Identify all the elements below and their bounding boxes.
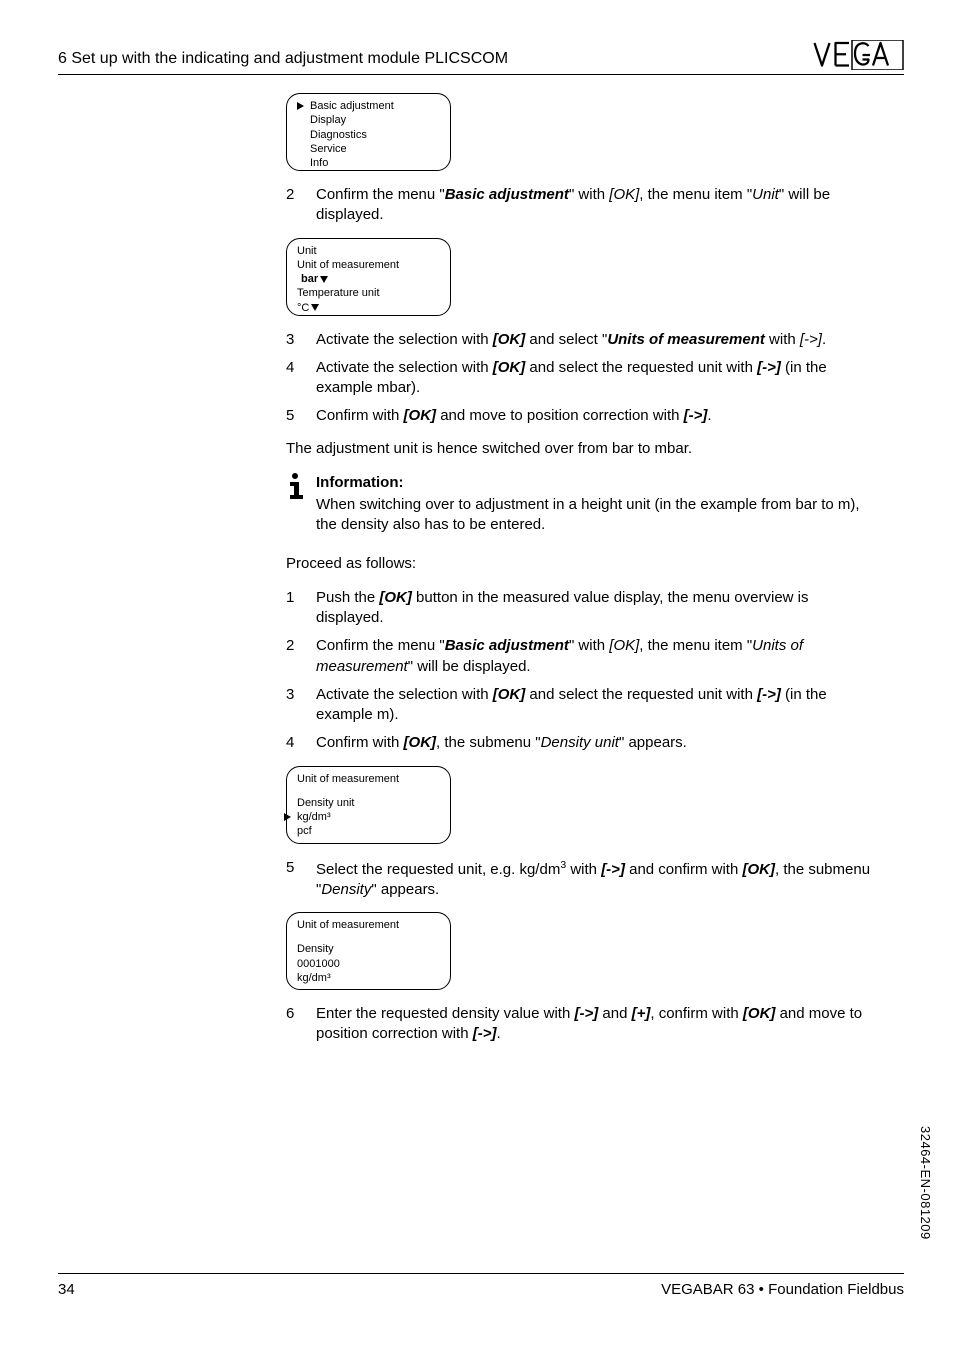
- step-item: 6Enter the requested density value with …: [286, 1004, 878, 1045]
- step-list: 1Push the [OK] button in the measured va…: [286, 588, 878, 754]
- step-item: 2Confirm the menu "Basic adjustment" wit…: [286, 636, 878, 677]
- step-item: 5Confirm with [OK] and move to position …: [286, 406, 878, 426]
- screen-unit: kg/dm³: [297, 971, 440, 985]
- screen-value: °C: [297, 302, 309, 314]
- info-note: Information: When switching over to adju…: [286, 473, 878, 536]
- info-icon: [286, 473, 316, 536]
- doc-title: VEGABAR 63 • Foundation Fieldbus: [661, 1280, 904, 1300]
- step-text: Activate the selection with [OK] and sel…: [316, 330, 878, 350]
- step-text: Confirm with [OK], the submenu "Density …: [316, 733, 878, 753]
- step-number: 3: [286, 685, 316, 726]
- step-item: 3Activate the selection with [OK] and se…: [286, 330, 878, 350]
- step-number: 2: [286, 185, 316, 226]
- menu-item: Display: [297, 113, 440, 127]
- screen-label: Density: [297, 942, 440, 956]
- step-number: 3: [286, 330, 316, 350]
- step-number: 2: [286, 636, 316, 677]
- step-text: Enter the requested density value with […: [316, 1004, 878, 1045]
- brand-logo: [812, 40, 904, 70]
- screen-value: 0001000: [297, 957, 440, 971]
- step-list: 6Enter the requested density value with …: [286, 1004, 878, 1045]
- menu-item: Info: [297, 156, 440, 170]
- menu-item: Service: [297, 142, 440, 156]
- step-text: Push the [OK] button in the measured val…: [316, 588, 878, 629]
- chevron-down-icon: [311, 304, 319, 311]
- step-text: Confirm the menu "Basic adjustment" with…: [316, 185, 878, 226]
- menu-item: Diagnostics: [297, 128, 440, 142]
- cursor-icon: [297, 102, 304, 110]
- paragraph: Proceed as follows:: [286, 554, 878, 574]
- info-title: Information:: [316, 473, 878, 493]
- page-header: 6 Set up with the indicating and adjustm…: [58, 40, 904, 75]
- lcd-density-unit: Unit of measurement Density unit kg/dm³ …: [286, 766, 451, 844]
- step-text: Activate the selection with [OK] and sel…: [316, 685, 878, 726]
- screen-title: Unit: [297, 244, 440, 258]
- screen-option: pcf: [297, 824, 440, 838]
- step-list: 2Confirm the menu "Basic adjustment" wit…: [286, 185, 878, 226]
- step-number: 4: [286, 733, 316, 753]
- step-item: 4Confirm with [OK], the submenu "Density…: [286, 733, 878, 753]
- step-list: 3Activate the selection with [OK] and se…: [286, 330, 878, 427]
- screen-title: Unit of measurement: [297, 918, 440, 932]
- lcd-density: Unit of measurement Density 0001000 kg/d…: [286, 912, 451, 990]
- screen-option: kg/dm³: [297, 810, 331, 824]
- section-title: 6 Set up with the indicating and adjustm…: [58, 48, 508, 70]
- step-list: 5Select the requested unit, e.g. kg/dm3 …: [286, 858, 878, 901]
- step-item: 2Confirm the menu "Basic adjustment" wit…: [286, 185, 878, 226]
- paragraph: The adjustment unit is hence switched ov…: [286, 439, 878, 459]
- step-number: 5: [286, 858, 316, 901]
- page-number: 34: [58, 1280, 75, 1300]
- doc-id-vertical: 32464-EN-081209: [916, 1126, 934, 1240]
- screen-title: Unit of measurement: [297, 772, 440, 786]
- screen-label: Density unit: [297, 796, 440, 810]
- cursor-icon: [284, 813, 291, 821]
- step-number: 5: [286, 406, 316, 426]
- step-item: 5Select the requested unit, e.g. kg/dm3 …: [286, 858, 878, 901]
- step-number: 1: [286, 588, 316, 629]
- page-footer: 34 VEGABAR 63 • Foundation Fieldbus: [58, 1273, 904, 1300]
- lcd-main-menu: Basic adjustment Display Diagnostics Ser…: [286, 93, 451, 171]
- info-body: When switching over to adjustment in a h…: [316, 495, 878, 536]
- step-item: 4Activate the selection with [OK] and se…: [286, 358, 878, 399]
- step-item: 3Activate the selection with [OK] and se…: [286, 685, 878, 726]
- step-number: 4: [286, 358, 316, 399]
- menu-item: Basic adjustment: [310, 99, 394, 113]
- screen-line: Unit of measurement: [297, 258, 440, 272]
- step-text: Confirm with [OK] and move to position c…: [316, 406, 878, 426]
- step-item: 1Push the [OK] button in the measured va…: [286, 588, 878, 629]
- screen-line: Temperature unit: [297, 286, 440, 300]
- screen-value: bar: [301, 273, 318, 285]
- step-text: Confirm the menu "Basic adjustment" with…: [316, 636, 878, 677]
- chevron-down-icon: [320, 276, 328, 283]
- lcd-unit-menu: Unit Unit of measurement bar Temperature…: [286, 238, 451, 316]
- step-text: Select the requested unit, e.g. kg/dm3 w…: [316, 858, 878, 901]
- step-number: 6: [286, 1004, 316, 1045]
- step-text: Activate the selection with [OK] and sel…: [316, 358, 878, 399]
